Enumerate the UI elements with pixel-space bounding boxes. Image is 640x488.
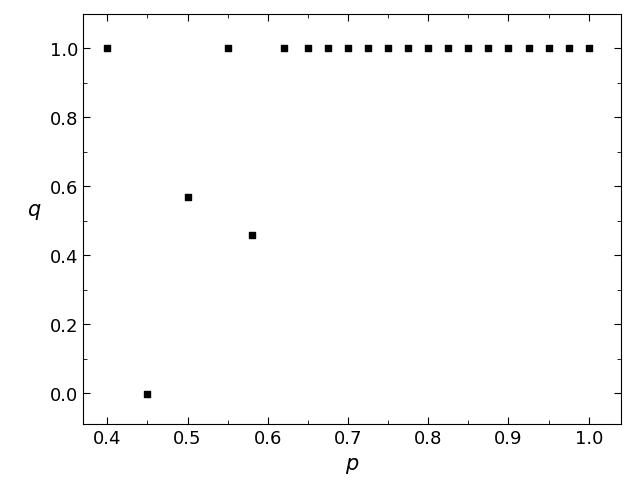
Point <box>423 45 433 53</box>
Point <box>223 45 233 53</box>
Point <box>363 45 373 53</box>
Point <box>543 45 554 53</box>
Point <box>463 45 474 53</box>
Y-axis label: q: q <box>26 200 40 220</box>
Point <box>383 45 393 53</box>
Point <box>403 45 413 53</box>
Point <box>564 45 574 53</box>
Point <box>524 45 534 53</box>
Point <box>343 45 353 53</box>
Point <box>278 45 289 53</box>
Point <box>323 45 333 53</box>
X-axis label: p: p <box>346 453 358 473</box>
Point <box>246 231 257 239</box>
Point <box>102 45 113 53</box>
Point <box>503 45 513 53</box>
Point <box>443 45 453 53</box>
Point <box>584 45 594 53</box>
Point <box>483 45 493 53</box>
Point <box>142 390 152 398</box>
Point <box>303 45 313 53</box>
Point <box>182 193 193 201</box>
